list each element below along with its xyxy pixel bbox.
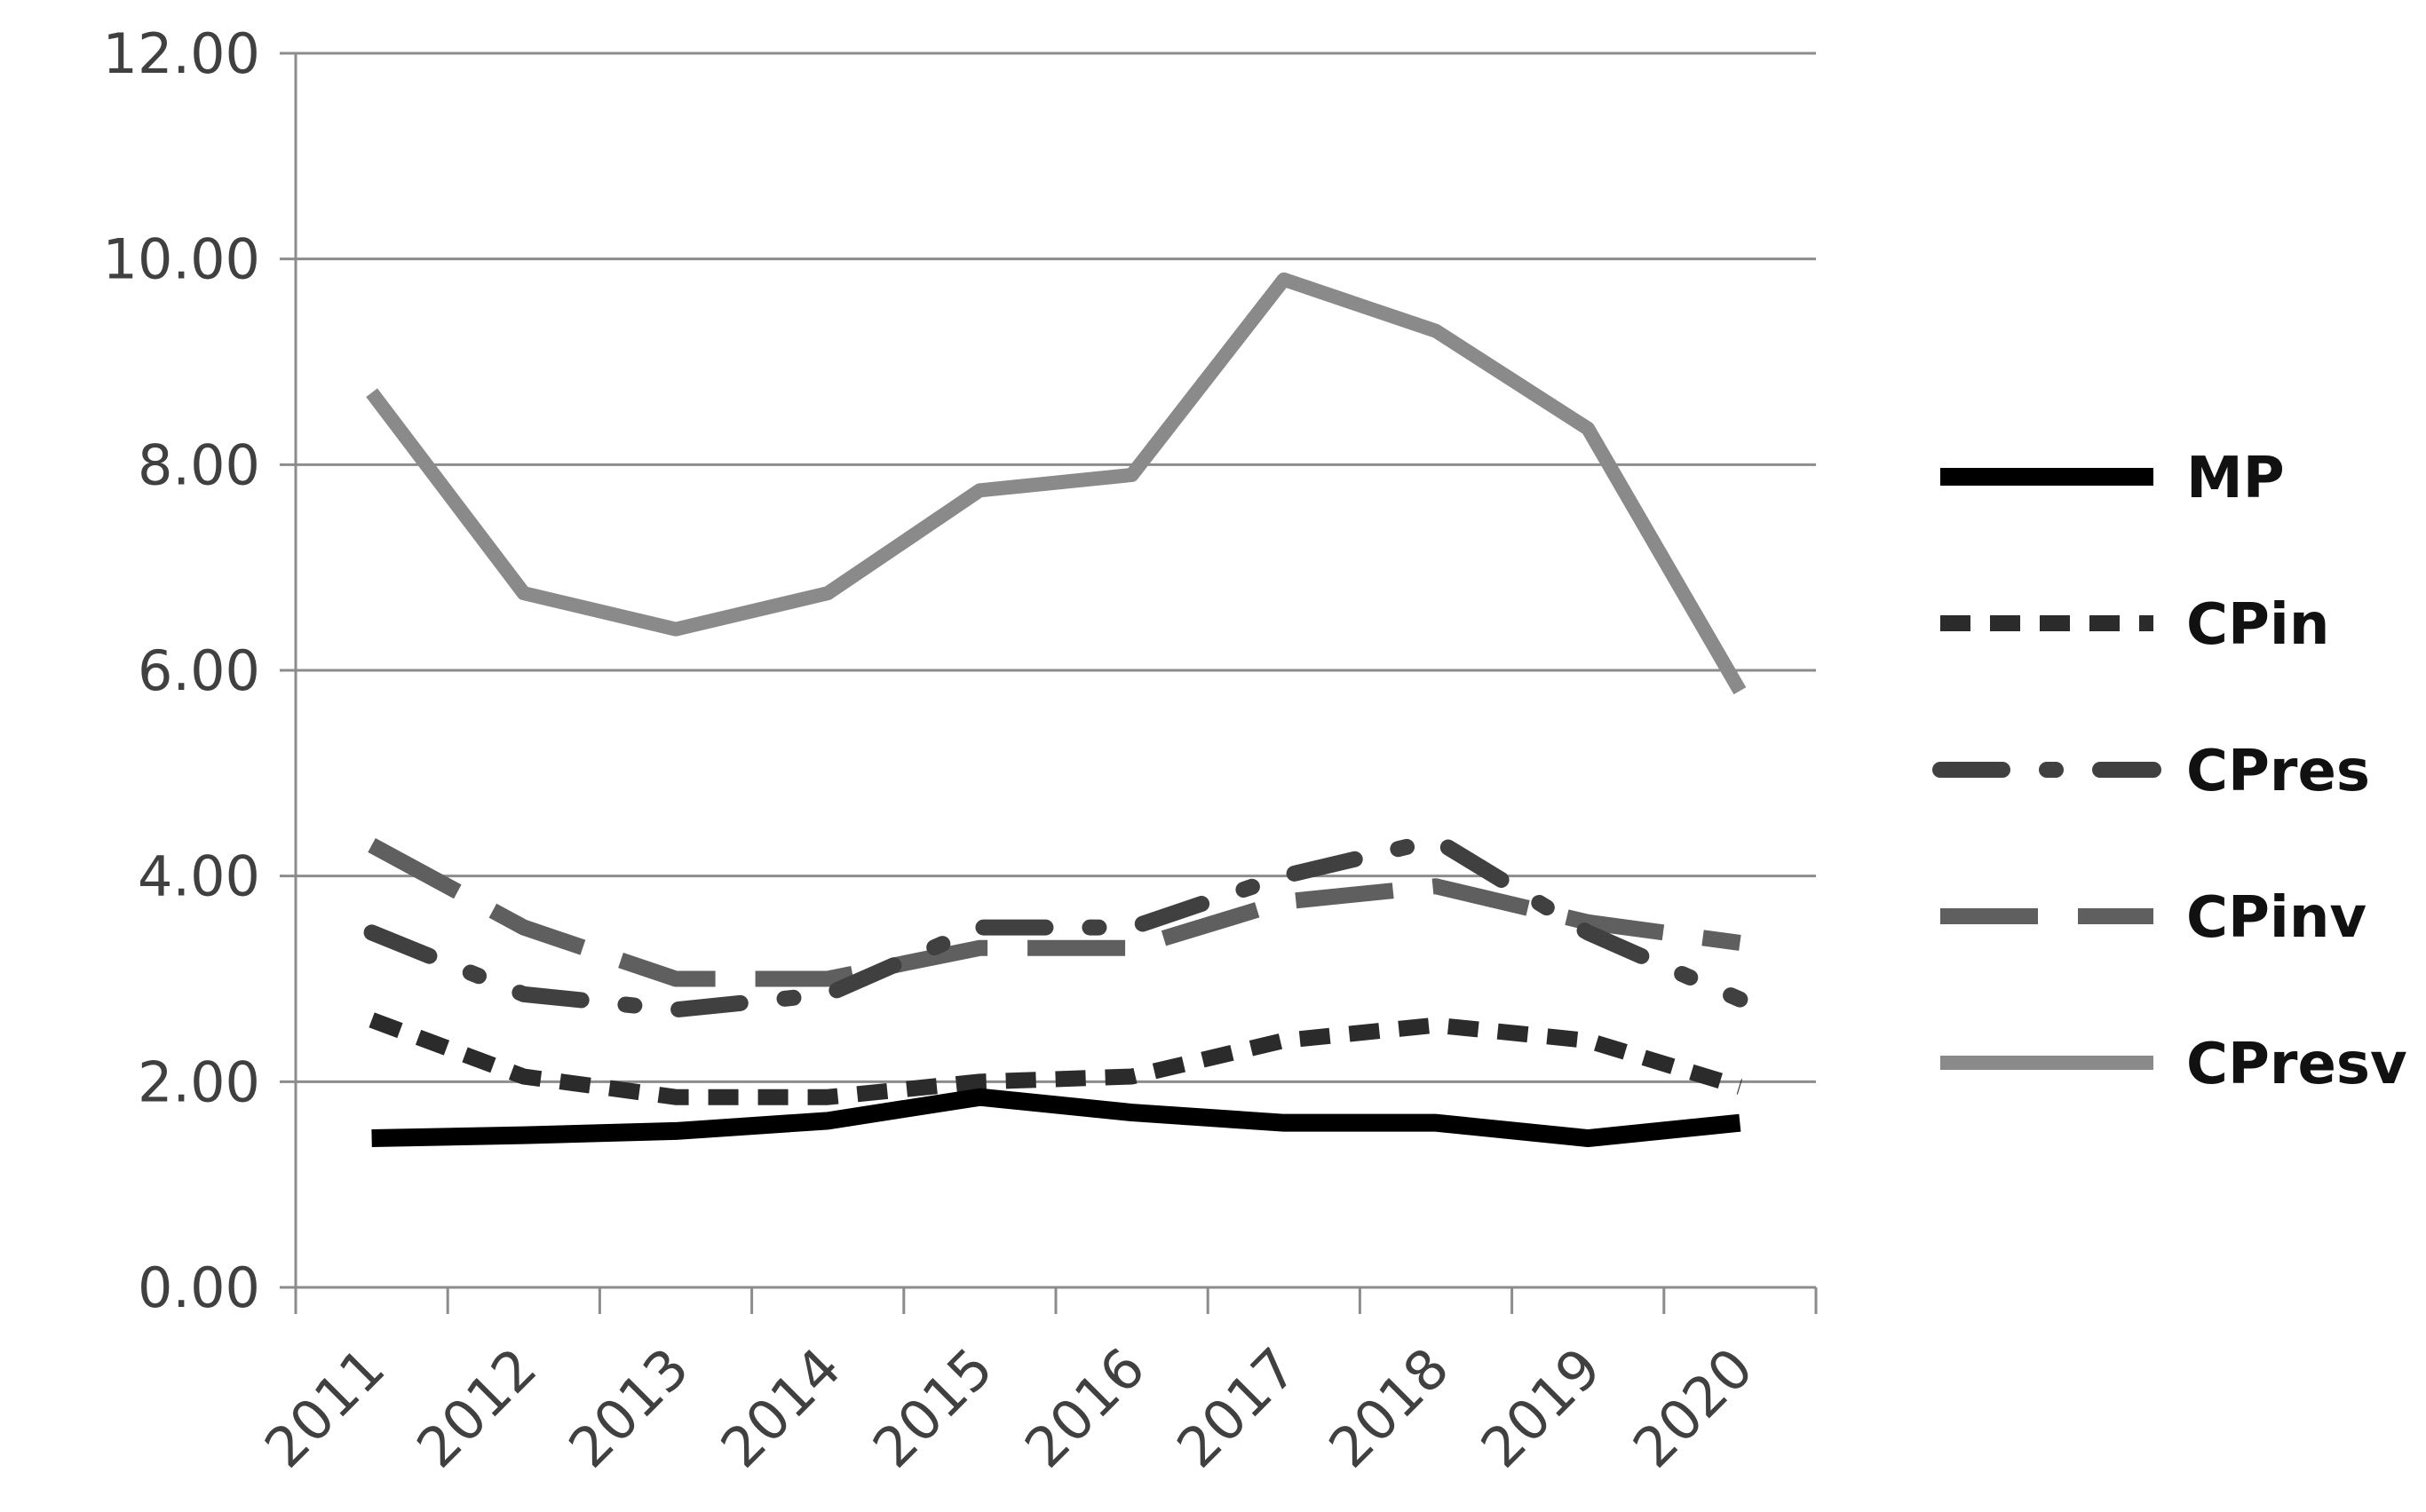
y-tick-label: 10.00 — [103, 227, 261, 292]
x-tick-label: 2018 — [1316, 1335, 1461, 1480]
series-lines — [363, 272, 1748, 1148]
y-tick-label: 4.00 — [138, 844, 260, 909]
legend: MP CPin CPres CPinv CPresv — [1932, 446, 2407, 1097]
x-tick-label: 2014 — [709, 1335, 853, 1480]
x-tick-label: 2015 — [860, 1335, 1005, 1480]
y-tick-label: 6.00 — [138, 638, 260, 703]
series-line-cpin — [369, 1012, 1743, 1105]
y-tick-label: 8.00 — [138, 432, 260, 497]
y-axis-ticks: 0.00 2.00 4.00 6.00 8.00 10.00 12.00 — [103, 21, 261, 1320]
x-tick-label: 2020 — [1621, 1335, 1765, 1480]
x-axis-ticks: 2011 2012 2013 2014 2015 2016 2017 2018 2019 2020 — [252, 1335, 1765, 1480]
series-line-cpres — [363, 832, 1748, 1018]
x-tick-label: 2016 — [1012, 1335, 1157, 1480]
legend-label-cpresv: CPresv — [2186, 1032, 2407, 1097]
series-line-mp — [371, 1088, 1741, 1148]
legend-label-cpinv: CPinv — [2186, 885, 2367, 951]
axes — [294, 53, 1818, 1314]
x-tick-label: 2013 — [556, 1335, 701, 1480]
y-tick-label: 12.00 — [103, 21, 261, 86]
legend-label-mp: MP — [2186, 446, 2285, 511]
x-tick-label: 2011 — [252, 1335, 397, 1480]
x-tick-label: 2019 — [1469, 1335, 1613, 1480]
y-tick-label: 0.00 — [138, 1255, 260, 1320]
x-tick-label: 2017 — [1164, 1335, 1309, 1480]
legend-label-cpin: CPin — [2186, 592, 2329, 658]
series-line-cpinv — [368, 838, 1741, 987]
series-line-cpresv — [366, 272, 1747, 695]
x-tick-label: 2012 — [404, 1335, 549, 1480]
y-tick-label: 2.00 — [138, 1049, 260, 1114]
legend-label-cpres: CPres — [2186, 739, 2370, 804]
